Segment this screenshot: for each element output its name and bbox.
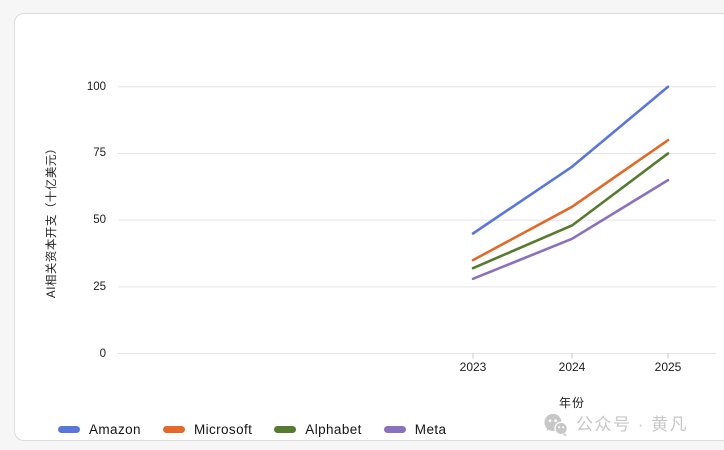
- legend-label: Meta: [414, 422, 447, 437]
- legend-label: Amazon: [89, 422, 141, 437]
- y-axis-title: AI相关资本开支（十亿美元）: [46, 142, 58, 298]
- legend-swatch: [162, 426, 185, 433]
- legend-label: Alphabet: [305, 422, 362, 437]
- x-axis-title: 年份: [558, 396, 586, 410]
- chart-card: [14, 13, 724, 441]
- watermark: 公众号 · 黄凡: [543, 412, 688, 438]
- legend-label: Microsoft: [193, 422, 253, 437]
- legend-swatch: [274, 426, 297, 433]
- x-tick-label: 2023: [459, 360, 487, 374]
- watermark-text: 公众号 · 黄凡: [576, 415, 689, 434]
- legend-swatch: [58, 426, 80, 433]
- legend-item-alphabet: Alphabet: [274, 422, 362, 437]
- y-tick-label: 50: [93, 214, 106, 227]
- x-tick-label: 2024: [558, 360, 586, 374]
- legend-swatch: [383, 426, 406, 433]
- legend-item-microsoft: Microsoft: [162, 422, 253, 437]
- chart-legend: Amazon Microsoft Alphabet Meta: [58, 422, 446, 437]
- y-tick-label: 75: [93, 147, 106, 160]
- legend-item-meta: Meta: [383, 422, 447, 437]
- y-tick-label: 100: [86, 80, 106, 93]
- x-tick-label: 2025: [654, 360, 682, 374]
- y-tick-label: 0: [99, 347, 106, 360]
- legend-item-amazon: Amazon: [58, 422, 141, 437]
- wechat-icon: [544, 413, 568, 437]
- y-tick-label: 25: [93, 280, 106, 293]
